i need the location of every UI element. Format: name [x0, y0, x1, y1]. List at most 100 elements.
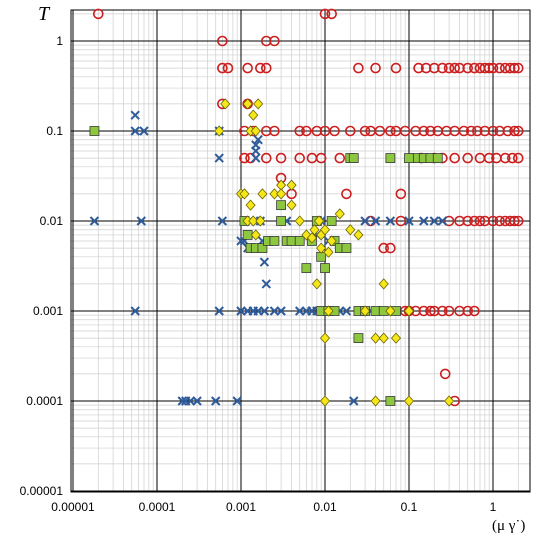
cross-marker — [261, 279, 271, 289]
cross-marker — [341, 306, 352, 316]
data-points — [89, 8, 524, 407]
cross-marker — [130, 126, 140, 136]
diamond-marker — [276, 188, 287, 200]
circle-marker — [443, 62, 455, 74]
square-marker — [385, 153, 396, 163]
square-marker — [301, 263, 312, 273]
circle-marker — [487, 215, 499, 227]
circle-marker — [395, 188, 407, 200]
circle-marker — [441, 125, 452, 137]
circle-marker — [494, 62, 505, 74]
diamond-marker — [269, 188, 280, 200]
cross-marker — [217, 216, 228, 226]
diamond-marker — [385, 305, 396, 317]
plot-frame — [70, 9, 531, 493]
square-marker — [89, 126, 100, 136]
circle-marker — [242, 62, 253, 74]
circle-marker — [395, 215, 407, 227]
circle-marker — [410, 125, 421, 137]
circle-marker — [294, 152, 306, 164]
square-marker — [276, 216, 286, 226]
minor-gridlines — [71, 10, 530, 492]
y-axis-label: T — [38, 3, 51, 25]
circle-marker — [507, 152, 518, 164]
diamond-marker — [214, 125, 225, 137]
square-marker — [432, 153, 443, 163]
diamond-marker — [301, 229, 312, 241]
x-tick-label: 0.00001 — [51, 500, 95, 514]
circle-marker — [487, 125, 499, 137]
cross-marker — [251, 140, 261, 150]
x-tick-label: 0.1 — [401, 500, 418, 514]
circle-marker — [428, 305, 440, 317]
cross-marker — [360, 216, 370, 226]
diamond-marker — [390, 332, 402, 344]
square-marker — [341, 243, 352, 253]
diamond-marker — [353, 229, 364, 241]
circle-marker — [385, 125, 396, 137]
cross-marker — [136, 216, 146, 226]
circle-marker — [269, 35, 280, 47]
x-tick-label: 0.01 — [313, 500, 337, 514]
circle-marker — [471, 125, 483, 137]
circle-marker — [92, 8, 104, 20]
cross-marker — [259, 257, 270, 267]
square-marker — [404, 153, 414, 163]
diamond-marker — [242, 98, 253, 110]
circle-marker — [260, 35, 272, 47]
circle-marker — [474, 215, 486, 227]
circle-marker — [462, 305, 474, 317]
circle-marker — [499, 152, 511, 164]
cross-marker — [214, 306, 224, 316]
diamond-marker — [248, 109, 259, 121]
circle-marker — [418, 305, 430, 317]
diamond-marker — [403, 395, 415, 407]
diamond-marker — [309, 224, 320, 236]
circle-marker — [329, 125, 340, 137]
diamond-marker — [326, 235, 337, 247]
square-marker — [370, 306, 381, 316]
circle-marker — [260, 152, 272, 164]
circle-marker — [301, 125, 312, 137]
circle-marker — [469, 215, 480, 227]
diamond-marker — [378, 332, 389, 344]
circle-marker — [399, 125, 411, 137]
circle-marker — [217, 35, 228, 47]
circle-marker — [494, 215, 505, 227]
square-marker — [294, 236, 305, 246]
diamond-marker — [444, 395, 455, 407]
diamond-marker — [360, 305, 371, 317]
x-tick-label: 0.001 — [226, 500, 256, 514]
circle-marker — [334, 152, 346, 164]
circle-marker — [275, 152, 287, 164]
square-marker — [385, 396, 396, 406]
circle-marker — [504, 215, 516, 227]
circle-marker — [311, 125, 323, 137]
cross-marker — [385, 216, 396, 226]
circle-marker — [483, 152, 495, 164]
circle-marker — [479, 62, 491, 74]
circle-marker — [462, 62, 474, 74]
cross-marker — [251, 153, 261, 163]
square-marker — [326, 216, 337, 226]
y-tick-labels: 0.00001 0.0001 0.001 0.01 0.1 1 — [20, 34, 64, 498]
circle-marker — [509, 215, 520, 227]
y-tick-label: 0.1 — [46, 124, 63, 138]
diamond-marker — [248, 215, 259, 227]
circle-marker — [413, 62, 424, 74]
diamond-marker — [286, 179, 297, 191]
square-marker — [286, 236, 297, 246]
diamond-marker — [220, 98, 231, 110]
cross-marker — [349, 396, 359, 406]
cross-marker — [259, 306, 270, 316]
diamond-marker — [255, 215, 266, 227]
circle-marker — [458, 125, 470, 137]
circle-marker — [390, 62, 402, 74]
circle-marker — [494, 125, 505, 137]
circle-marker — [462, 152, 474, 164]
circle-marker — [454, 215, 465, 227]
circle-marker — [425, 305, 436, 317]
diamond-marker — [319, 395, 331, 407]
diamond-marker — [294, 215, 305, 227]
